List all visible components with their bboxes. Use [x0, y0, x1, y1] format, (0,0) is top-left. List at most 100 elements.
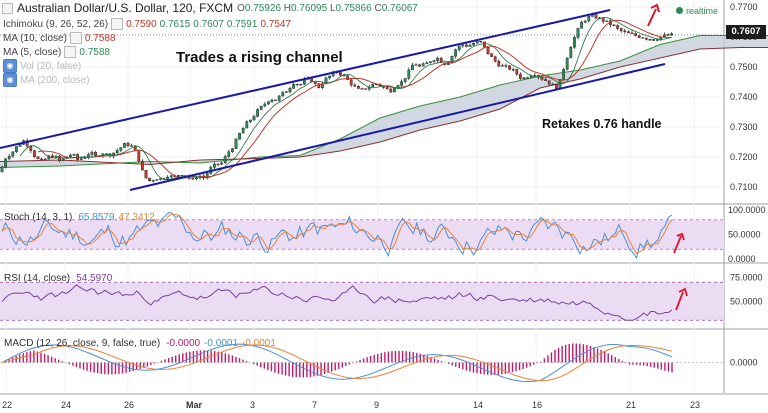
candle — [220, 162, 223, 165]
candle — [43, 158, 47, 160]
price-tick-label: 0.7400 — [730, 92, 758, 102]
x-tick-label: 9 — [374, 400, 379, 410]
candle — [461, 44, 465, 47]
x-tick-label: 22 — [2, 400, 12, 410]
rsi-band — [0, 282, 724, 321]
candle — [403, 78, 407, 82]
indicator-value: 0.7607 — [193, 18, 224, 30]
candle — [601, 17, 605, 22]
candle — [389, 88, 393, 93]
candle — [328, 75, 331, 79]
candle — [274, 99, 277, 101]
candle — [421, 63, 425, 67]
up-arrow-icon — [673, 232, 685, 254]
price-tick-label: 0.7300 — [730, 122, 758, 132]
chart-header: Australian Dollar/U.S. Dollar, 120, FXCM… — [2, 1, 418, 15]
rsi-label: RSI (14, close) 54.5970 — [4, 273, 113, 284]
candle — [119, 147, 123, 151]
candle — [501, 65, 504, 67]
candle — [371, 84, 375, 88]
candle — [429, 61, 432, 63]
x-tick-label: Mar — [186, 400, 203, 410]
candle — [468, 44, 472, 47]
candle — [4, 158, 8, 168]
candle — [519, 73, 522, 79]
stoch-panel[interactable] — [0, 211, 724, 260]
stoch-tick-label: 100.0000 — [728, 205, 766, 215]
up-arrow-head — [650, 3, 660, 13]
candle — [652, 39, 656, 41]
panel-background — [0, 0, 724, 203]
candle — [486, 46, 490, 54]
indicator-settings-icon[interactable] — [111, 18, 124, 30]
indicator-row[interactable]: Ichimoku (9, 26, 52, 26) 0.7590 0.7615 0.76… — [3, 17, 291, 31]
candle — [432, 60, 436, 62]
candle — [504, 65, 508, 67]
macd-label: MACD (12, 26, close, 9, false, true) -0.0… — [4, 338, 276, 349]
ichimoku-span-b — [0, 47, 768, 166]
candle — [155, 179, 159, 181]
candle — [122, 143, 126, 148]
candle — [475, 40, 479, 44]
indicator-row[interactable]: MA (5, close) 0.7588 — [3, 45, 110, 59]
price-tick-label: 0.7200 — [730, 152, 758, 162]
candle — [94, 152, 98, 157]
indicator-settings-icon[interactable] — [64, 46, 77, 58]
indicator-value: 0.7588 — [79, 46, 110, 58]
macd-panel[interactable] — [0, 343, 724, 383]
candle — [259, 105, 263, 110]
rsi-tick-label: 50.0000 — [730, 296, 763, 306]
price-panel[interactable] — [0, 3, 768, 191]
candle — [151, 180, 155, 182]
eye-icon[interactable]: ◉ — [3, 73, 17, 87]
candle — [295, 83, 299, 86]
price-tick-label: 0.7700 — [730, 2, 758, 12]
eye-icon[interactable]: ◉ — [3, 59, 17, 73]
candle — [256, 109, 259, 117]
candle — [299, 83, 303, 86]
indicator-row[interactable]: MA (10, close) 0.7588 — [3, 31, 116, 45]
candle — [439, 57, 443, 63]
candle — [140, 160, 144, 171]
x-tick-label: 26 — [124, 400, 134, 410]
candle — [25, 140, 29, 147]
candle — [29, 145, 33, 151]
rsi-panel[interactable] — [0, 281, 724, 321]
candle — [158, 178, 162, 180]
symbol-settings-icon[interactable] — [2, 2, 13, 14]
rsi-line — [1, 284, 673, 321]
candle — [288, 88, 292, 92]
price-tick-label: 0.7500 — [730, 62, 758, 72]
x-tick-label: 21 — [626, 400, 636, 410]
x-tick-label: 3 — [250, 400, 255, 410]
indicator-settings-icon[interactable] — [69, 32, 82, 44]
macd-line — [1, 343, 673, 383]
handle-annotation: Retakes 0.76 handle — [542, 117, 662, 131]
ichimoku-cloud — [0, 35, 768, 168]
candle — [411, 64, 414, 71]
indicator-row[interactable]: ◉ Vol (20, false) — [3, 59, 81, 73]
candle — [630, 32, 634, 34]
candle — [11, 151, 15, 157]
candle — [663, 34, 666, 37]
candle — [245, 121, 249, 129]
candle — [540, 77, 544, 80]
candle — [216, 163, 220, 165]
stoch-tick-label: 50.0000 — [728, 230, 761, 240]
candle — [238, 132, 241, 140]
candle — [223, 156, 227, 164]
indicator-label: Ichimoku (9, 26, 52, 26) — [3, 18, 109, 30]
candle — [634, 33, 638, 36]
x-tick-label: 16 — [532, 400, 542, 410]
candle — [241, 127, 245, 134]
candle — [191, 178, 195, 180]
candle — [79, 158, 83, 160]
indicator-row[interactable]: ◉ MA (200, close) — [3, 73, 89, 87]
candle — [544, 79, 548, 81]
candle — [472, 43, 475, 46]
candle — [616, 25, 620, 29]
candle — [400, 81, 403, 86]
candle — [115, 150, 119, 154]
candle — [277, 95, 281, 101]
